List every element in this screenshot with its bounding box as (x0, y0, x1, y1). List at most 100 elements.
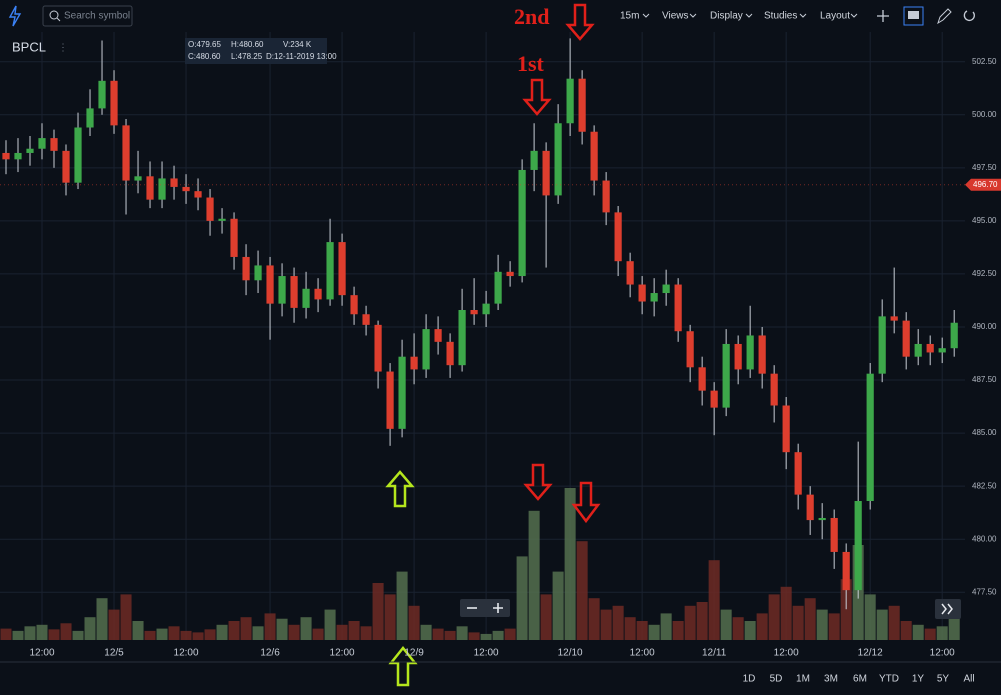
candle-body (506, 271, 514, 277)
interval[interactable]: 15m (620, 11, 639, 22)
menu-display[interactable]: Display (710, 11, 743, 22)
search-box[interactable] (42, 5, 133, 27)
candle-body (950, 322, 958, 349)
volume-bar (624, 617, 636, 640)
volume-bar (204, 629, 216, 640)
volume-bar (252, 626, 264, 640)
candle-body (14, 152, 22, 160)
readout-box (185, 38, 327, 64)
chevron (689, 13, 697, 18)
volume-bar (792, 605, 804, 640)
last-price-label: 496.70 (973, 180, 998, 189)
volume-bar (72, 630, 84, 640)
volume-bar (120, 594, 132, 640)
candle-body (554, 123, 562, 196)
candle-body (266, 265, 274, 304)
x-tick-label: 12/5 (104, 648, 124, 659)
volume-bar (564, 488, 576, 640)
comment-button[interactable] (903, 6, 924, 26)
candle-body (206, 197, 214, 221)
volume-bar (360, 626, 372, 640)
volume-bar (840, 579, 852, 640)
volume-bar (60, 623, 72, 640)
more-icon[interactable]: ⋮ (58, 43, 68, 54)
chevron (799, 13, 807, 18)
menu-views[interactable]: Views (662, 11, 689, 22)
volume-bar (924, 628, 936, 640)
volume-bar (312, 628, 324, 640)
volume-bar (540, 594, 552, 640)
volume-bar (180, 630, 192, 640)
readout-low: L:478.25 (231, 52, 263, 61)
volume-bar (420, 624, 432, 640)
candle-body (674, 284, 682, 332)
menu[interactable]: Layout (820, 11, 858, 22)
menu[interactable]: Display (710, 11, 753, 22)
menu-studies[interactable]: Studies (764, 11, 797, 22)
range-button[interactable]: 5D (770, 674, 783, 685)
menu-layout[interactable]: Layout (820, 11, 850, 22)
candle-layer (2, 38, 958, 610)
menu[interactable]: Views (662, 11, 697, 22)
draw-icon[interactable] (937, 8, 952, 25)
volume-bar (96, 598, 108, 640)
readout-date: D:12-11-2019 13:00 (266, 52, 337, 61)
candle-body (386, 371, 394, 429)
range-button[interactable]: All (963, 674, 974, 685)
volume-bar (48, 629, 60, 640)
menu[interactable]: Studies (764, 11, 807, 22)
logo-icon (8, 5, 22, 27)
candle-body (722, 343, 730, 408)
candle-body (614, 212, 622, 262)
candle-body (662, 284, 670, 294)
x-tick-label: 12:00 (474, 648, 499, 659)
y-tick-label: 487.50 (972, 375, 997, 384)
candle-body (194, 191, 202, 198)
volume-bar (948, 617, 960, 640)
volume-bar (888, 605, 900, 640)
candle-body (338, 242, 346, 296)
volume-bar (348, 621, 360, 640)
volume-bar (732, 617, 744, 640)
toolbar (0, 0, 1001, 32)
candle-body (518, 169, 526, 277)
volume-bar (804, 598, 816, 640)
candle-body (494, 271, 502, 304)
range-button[interactable]: 1D (743, 674, 756, 685)
readout-close: C:480.60 (188, 52, 221, 61)
candle-body (350, 295, 358, 315)
range-button[interactable]: YTD (879, 674, 899, 685)
y-tick-label: 477.50 (972, 587, 997, 596)
candle-body (638, 284, 646, 302)
candle-body (326, 242, 334, 300)
scroll-end-button[interactable] (935, 599, 961, 619)
zoom-in[interactable] (493, 603, 503, 613)
range-button[interactable]: 5Y (937, 674, 950, 685)
range-button[interactable]: 3M (824, 674, 838, 685)
readout-open: O:479.65 (188, 40, 221, 49)
candle-body (734, 343, 742, 370)
range-button[interactable]: 6M (853, 674, 867, 685)
candle-body (158, 178, 166, 200)
candle-body (650, 293, 658, 302)
crosshair-icon[interactable] (877, 10, 889, 22)
range-button[interactable]: 1M (796, 674, 810, 685)
candle-body (146, 176, 154, 200)
volume-bar (264, 613, 276, 640)
refresh-icon[interactable] (963, 10, 975, 21)
search-placeholder: Search symbol (64, 11, 130, 22)
volume-bar (588, 598, 600, 640)
candle-body (578, 78, 586, 132)
candle-body (374, 324, 382, 372)
range-button[interactable]: 1Y (912, 674, 925, 685)
x-tick-label: 12/9 (404, 648, 424, 659)
volume-bar (300, 617, 312, 640)
candle-body (74, 127, 82, 183)
x-tick-label: 12:00 (330, 648, 355, 659)
arrows-red (522, 3, 601, 524)
volume-bar (228, 621, 240, 640)
interval-button[interactable]: 15m (620, 11, 650, 22)
candle-body (626, 261, 634, 285)
candle-body (398, 356, 406, 429)
volume-bar (744, 621, 756, 640)
